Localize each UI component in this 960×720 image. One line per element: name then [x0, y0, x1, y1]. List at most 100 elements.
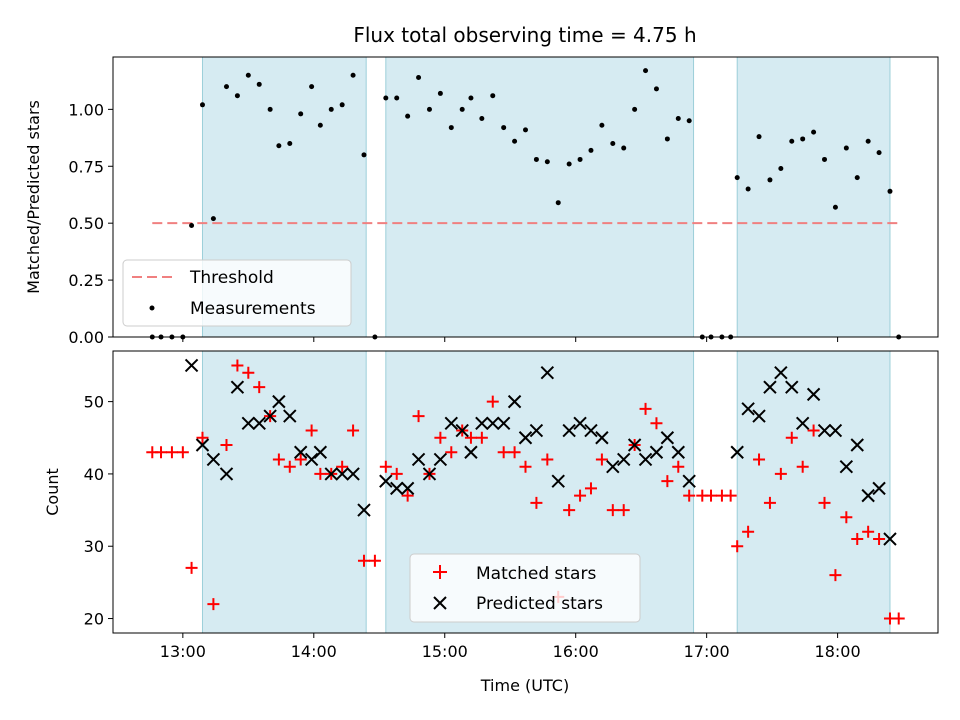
predicted-star-point	[195, 438, 210, 452]
matched-star-point	[584, 482, 597, 495]
legend-matched-label: Matched stars	[476, 564, 596, 584]
matched-star-point	[617, 504, 630, 517]
predicted-star-point	[496, 416, 511, 431]
measurement-point	[544, 159, 550, 165]
count-points	[146, 358, 905, 625]
predicted-star-point	[828, 423, 843, 438]
matched-star-point	[412, 410, 425, 423]
measurement-point	[468, 95, 474, 101]
measurement-point	[328, 106, 334, 112]
matched-star-point	[862, 525, 875, 538]
predicted-star-point	[763, 380, 777, 394]
x-tick-label: 13:00	[160, 642, 206, 661]
matched-star-point	[683, 489, 696, 502]
matched-star-point	[475, 431, 488, 444]
predicted-star-point	[752, 409, 766, 423]
predicted-star-point	[795, 416, 810, 431]
predicted-star-point	[283, 409, 297, 423]
predicted-star-point	[422, 467, 437, 481]
predicted-star-point	[184, 358, 199, 373]
matched-star-point	[595, 453, 608, 466]
matched-star-point	[705, 489, 718, 502]
measurement-point	[887, 188, 893, 194]
matched-star-point	[283, 460, 296, 473]
matched-star-point	[606, 504, 619, 517]
measurement-point	[555, 200, 561, 206]
measurement-point	[523, 127, 528, 133]
matched-star-point	[497, 446, 510, 459]
measurement-point	[734, 175, 740, 181]
predicted-star-point	[861, 488, 875, 503]
predicted-star-point	[464, 445, 478, 459]
matched-star-point	[796, 460, 809, 473]
matched-star-point	[357, 554, 370, 567]
matched-star-point	[390, 467, 403, 480]
measurement-point	[832, 204, 838, 210]
top-y-tick-label: 0.50	[68, 214, 104, 233]
matched-star-point	[530, 496, 543, 509]
measurement-point	[745, 186, 751, 192]
top-legend: Threshold Measurements	[122, 259, 352, 327]
measurement-point	[501, 125, 507, 131]
bottom-shaded-interval	[201, 350, 367, 634]
matched-star-point	[672, 460, 685, 473]
bottom-y-ticks: 20 30 40 50	[84, 393, 113, 629]
matched-star-point	[207, 598, 220, 611]
measurement-point	[223, 84, 229, 90]
predicted-star-point	[562, 423, 576, 438]
measurement-point	[405, 113, 411, 119]
predicted-star-point	[872, 481, 886, 496]
matched-star-point	[314, 467, 327, 480]
predicted-star-point	[507, 394, 522, 409]
measurement-point	[533, 156, 539, 162]
matched-star-point	[305, 424, 318, 437]
matched-star-point	[185, 561, 198, 574]
x-axis-label: Time (UTC)	[480, 676, 569, 695]
top-y-axis-label: Matched/Predicted stars	[24, 100, 43, 294]
measurement-point	[843, 145, 849, 151]
measurement-point	[245, 72, 251, 78]
measurement-point	[789, 138, 795, 144]
top-y-tick-label: 0.00	[68, 328, 104, 347]
measurement-point	[437, 90, 443, 96]
matched-star-point	[818, 496, 831, 509]
matched-star-point	[368, 554, 381, 567]
predicted-star-point	[304, 452, 319, 467]
measurement-point	[394, 95, 400, 101]
bottom-y-axis-label: Count	[43, 468, 62, 516]
matched-star-point	[650, 417, 663, 430]
measurement-point	[512, 138, 518, 144]
matched-star-point	[347, 424, 360, 437]
matched-star-point	[220, 439, 233, 451]
measurement-point	[876, 150, 882, 156]
predicted-star-point	[433, 452, 448, 467]
top-y-tick-label: 1.00	[68, 100, 104, 119]
measurement-point	[479, 115, 485, 121]
matched-star-point	[231, 359, 244, 372]
measurement-point	[822, 156, 828, 162]
matched-star-point	[892, 612, 905, 625]
measurement-point	[309, 84, 315, 90]
predicted-star-point	[241, 416, 256, 431]
matched-star-point	[563, 504, 576, 517]
predicted-star-point	[475, 416, 489, 431]
predicted-star-point	[638, 452, 653, 467]
measurement-point	[566, 161, 572, 167]
bottom-y-tick-label: 20	[84, 610, 104, 629]
predicted-star-point	[817, 423, 832, 438]
measurement-point	[287, 141, 293, 147]
matched-star-point	[661, 475, 674, 488]
matched-star-point	[294, 453, 307, 466]
measurement-point	[756, 134, 762, 140]
matched-star-point	[774, 467, 787, 480]
matched-star-point	[807, 424, 820, 437]
predicted-star-point	[486, 416, 500, 431]
measurement-point	[599, 122, 605, 128]
top-shaded-interval	[385, 56, 695, 338]
x-tick-label: 15:00	[422, 642, 468, 661]
matched-star-point	[176, 446, 189, 459]
legend-threshold-label: Threshold	[189, 268, 274, 288]
matched-star-point	[519, 460, 532, 473]
matched-star-point	[763, 496, 776, 509]
predicted-star-point	[649, 445, 664, 459]
